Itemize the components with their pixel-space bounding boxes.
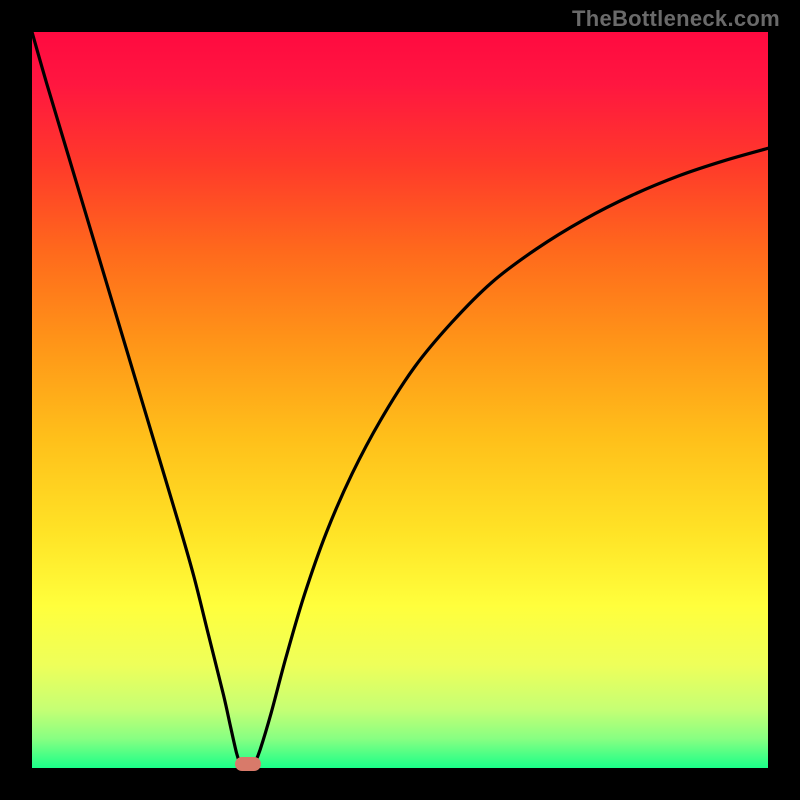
- chart-plot-area: [32, 32, 768, 768]
- watermark-text: TheBottleneck.com: [572, 6, 780, 32]
- chart-minimum-marker: [235, 757, 261, 771]
- chart-curve-left-branch: [32, 32, 240, 764]
- chart-curve-svg: [32, 32, 768, 768]
- chart-curve-right-branch: [254, 148, 768, 764]
